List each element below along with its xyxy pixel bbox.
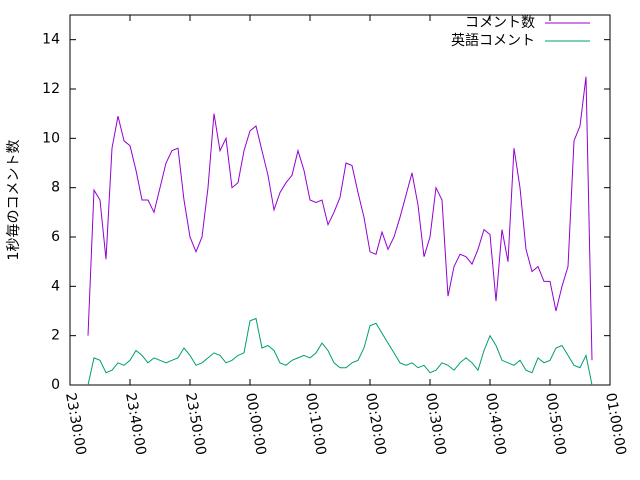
y-tick-label: 2 [51, 328, 60, 344]
x-tick-label: 00:40:00 [482, 392, 509, 457]
x-tick-label: 00:30:00 [422, 392, 449, 457]
plot-frame [69, 14, 611, 386]
y-tick-label: 6 [51, 229, 60, 245]
y-tick-label: 8 [51, 180, 60, 196]
x-tick-label: 23:30:00 [62, 392, 89, 457]
y-tick-label: 10 [42, 130, 60, 146]
x-tick-label: 00:10:00 [302, 392, 329, 457]
x-tick-label: 01:00:00 [602, 392, 629, 457]
y-tick-label: 0 [51, 377, 60, 393]
x-tick-label: 23:50:00 [182, 392, 209, 457]
x-tick-label: 00:00:00 [242, 392, 269, 457]
data-line [87, 317, 593, 386]
x-tick-label: 00:20:00 [362, 392, 389, 457]
y-tick-label: 12 [42, 81, 60, 97]
y-axis-label: 1秒毎のコメント数 [6, 140, 22, 261]
legend-label: コメント数 [465, 15, 535, 31]
y-tick-label: 4 [51, 278, 60, 294]
x-tick-label: 23:40:00 [122, 392, 149, 457]
legend-label: 英語コメント [451, 32, 535, 49]
data-line [87, 76, 593, 361]
y-tick-label: 14 [42, 32, 60, 48]
x-tick-label: 00:50:00 [542, 392, 569, 457]
